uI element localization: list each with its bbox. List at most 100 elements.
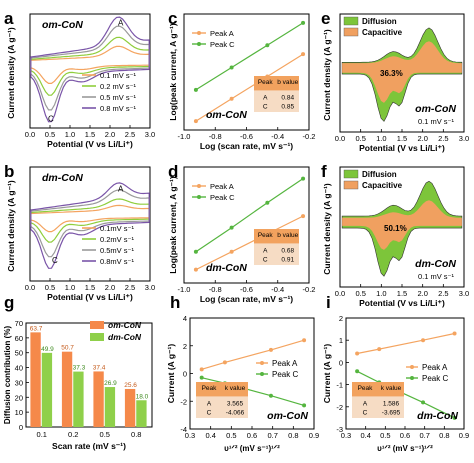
panel-d-table-header: b value: [277, 232, 298, 239]
panel-i-data-point: [452, 331, 457, 336]
panel-f-capacitive-area: [342, 200, 462, 250]
panel-c-legend-label: Peak C: [210, 40, 235, 49]
panel-g-category-label: 0.8: [131, 430, 141, 439]
panel-i-ytick-label: -2: [336, 403, 343, 412]
panel-f-legend-swatch: [343, 180, 359, 190]
panel-f-xtick-label: 0.0: [335, 289, 345, 298]
panel-letter-c: c: [168, 9, 177, 28]
panel-i-table-header: Peak: [358, 385, 374, 392]
panel-i-table-cell: -3.695: [382, 409, 401, 416]
panel-h-ytick-label: 0: [183, 370, 187, 379]
panel-e-legend-swatch: [343, 27, 359, 37]
panel-i-table-body-bg: [352, 396, 404, 418]
panel-g-bar: [73, 371, 84, 427]
panel-f-xtick-label: 2.5: [438, 289, 448, 298]
panel-e-legend-label: Diffusion: [362, 17, 397, 26]
panel-letter-b: b: [4, 162, 14, 181]
panel-h-ytick-label: -4: [180, 425, 187, 434]
panel-i-data-point: [355, 351, 360, 356]
panel-c-sample-label: om-CoN: [206, 109, 247, 121]
panel-a-peak-label: C: [48, 114, 54, 123]
panel-d-xtick-label: -0.2: [303, 285, 316, 294]
panel-i-xtick-label: 0.7: [419, 431, 429, 440]
panel-letter-i: i: [326, 293, 331, 312]
panel-e-rate-label: 0.1 mV s⁻¹: [418, 117, 455, 126]
panel-h-fit-line: [201, 339, 305, 370]
panel-c-data-point: [265, 43, 270, 48]
panel-g-category-label: 0.5: [100, 430, 110, 439]
panel-c-table-cell: 0.84: [281, 94, 294, 101]
panel-c-data-point: [193, 119, 198, 124]
panel-h-xtick-label: 0.4: [205, 431, 215, 440]
panel-i-table-cell: 1.586: [383, 400, 400, 407]
panel-d-table-header: Peak: [258, 232, 274, 239]
panel-h-ytick-label: -2: [180, 397, 187, 406]
panel-f-xlabel: Potential (V vs Li/Li⁺): [359, 298, 445, 308]
panel-a-xtick-label: 0.0: [25, 130, 35, 139]
panel-d-table-body-bg: [254, 243, 299, 265]
panel-i-xtick-label: 0.6: [400, 431, 410, 440]
panel-h-data-point: [199, 375, 204, 380]
panel-b-legend-label: 0.1mV s⁻¹: [100, 224, 134, 233]
panel-d-table-cell: 0.68: [281, 247, 294, 254]
panel-d-table-cell: A: [263, 247, 268, 254]
panel-e-ylabel: Current density (A g⁻¹): [322, 29, 332, 121]
panel-g-frame: [25, 322, 153, 428]
panel-h-table-cell: A: [207, 400, 212, 407]
panel-a-xtick-label: 2.0: [105, 130, 115, 139]
panel-g-legend-label: dm-CoN: [108, 332, 142, 342]
panel-c-table-cell: C: [263, 103, 268, 110]
panel-e-legend-label: Capacitive: [362, 28, 403, 37]
panel-h-legend-marker: [260, 361, 264, 365]
panel-g-value-label: 63.7: [30, 325, 43, 332]
panel-a-sample-label: om-CoN: [42, 19, 83, 31]
panel-h-xtick-label: 0.6: [247, 431, 257, 440]
panel-h-legend-marker: [260, 372, 264, 376]
panel-c-data-point: [229, 65, 234, 70]
panel-i-ylabel: Current (A g⁻¹): [322, 344, 332, 404]
panel-h-table-body-bg: [196, 396, 248, 418]
panel-g-legend-swatch: [90, 333, 104, 341]
panel-c-table-cell: 0.85: [281, 103, 294, 110]
panel-b-xlabel: Potential (V vs Li/Li⁺): [47, 292, 133, 302]
panel-i-xtick-label: 0.4: [360, 431, 370, 440]
panel-g-bar: [41, 352, 53, 427]
panel-g-ytick-label: 10: [15, 408, 23, 417]
panel-d-data-point: [301, 214, 306, 219]
panel-i-legend-marker: [410, 376, 414, 380]
panel-c-legend-marker: [197, 42, 201, 46]
panel-g-value-label: 50.7: [61, 345, 74, 352]
panel-h-data-point: [222, 360, 227, 365]
panel-i-legend-label: Peak C: [422, 374, 448, 383]
panel-a-legend-label: 0.1 mV s⁻¹: [100, 71, 137, 80]
panel-letter-d: d: [168, 162, 178, 181]
panel-e-xlabel: Potential (V vs Li/Li⁺): [359, 143, 445, 153]
panel-d-table-cell: C: [263, 256, 268, 263]
panel-e-xtick-label: 3.0: [459, 134, 469, 143]
panel-i-xtick-label: 0.3: [341, 431, 351, 440]
panel-h-legend-label: Peak A: [272, 359, 298, 368]
panel-i-xtick-label: 0.8: [439, 431, 449, 440]
panel-c-xtick-label: -0.2: [303, 132, 316, 141]
panel-h-xlabel: υ¹ᐟ² (mV s⁻¹)¹ᐟ²: [224, 444, 280, 453]
panel-f-rate-label: 0.1 mV s⁻¹: [418, 272, 455, 281]
panel-h-table-cell: 3.565: [227, 400, 244, 407]
panel-c-table-body-bg: [254, 90, 299, 112]
panel-e-xtick-label: 0.5: [355, 134, 365, 143]
panel-i-ytick-label: -1: [336, 381, 343, 390]
panel-h-data-point: [268, 347, 273, 352]
panel-d-legend-label: Peak C: [210, 193, 235, 202]
panel-b-legend-label: 0.2mV s⁻¹: [100, 235, 134, 244]
panel-c-fit-line: [195, 22, 304, 91]
panel-h-xtick-label: 0.8: [288, 431, 298, 440]
panel-e-sample-label: om-CoN: [415, 103, 456, 115]
panel-g-category-label: 0.2: [68, 430, 78, 439]
panel-e-legend-swatch: [343, 16, 359, 26]
panel-a-xtick-label: 3.0: [145, 130, 155, 139]
panel-i-ytick-label: 0: [339, 358, 343, 367]
panel-e-xtick-label: 1.0: [376, 134, 386, 143]
panel-g-bar: [93, 371, 104, 427]
panel-f-xtick-label: 0.5: [355, 289, 365, 298]
panel-b-peak-label: A: [118, 184, 124, 193]
panel-a-xtick-label: 0.5: [45, 130, 55, 139]
